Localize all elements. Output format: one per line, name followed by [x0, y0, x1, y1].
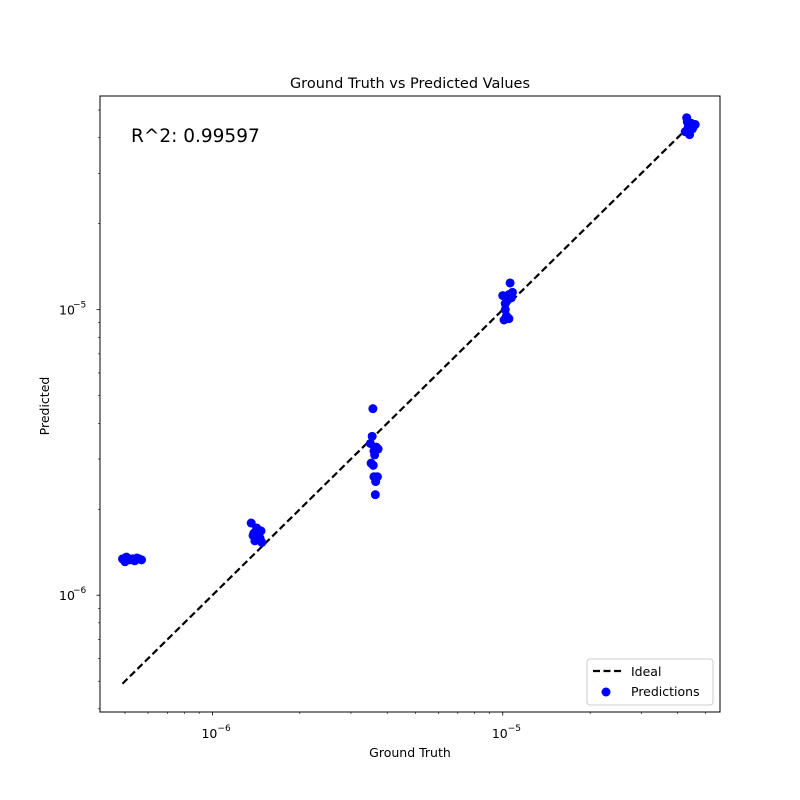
prediction-point — [504, 314, 514, 324]
prediction-point — [690, 120, 700, 130]
prediction-point — [505, 278, 515, 288]
ideal-line — [121, 122, 694, 685]
x-tick-exponent: −6 — [217, 724, 231, 734]
prediction-point — [253, 530, 263, 540]
y-tick-exponent: −5 — [73, 301, 86, 311]
x-tick-label: 10 — [201, 726, 217, 741]
r-squared-annotation: R^2: 0.99597 — [131, 126, 260, 147]
y-tick-label: 10 — [59, 588, 75, 603]
chart-title: Ground Truth vs Predicted Values — [290, 76, 530, 92]
y-tick-exponent: −6 — [73, 586, 87, 596]
prediction-point — [368, 460, 378, 470]
prediction-point — [370, 490, 380, 500]
prediction-point — [257, 537, 267, 547]
prediction-point — [367, 431, 377, 441]
y-tick-label: 10 — [59, 303, 75, 318]
prediction-point — [500, 305, 510, 315]
prediction-point — [129, 554, 139, 564]
prediction-point — [369, 446, 379, 456]
prediction-point — [121, 552, 131, 562]
legend-ideal-label: Ideal — [631, 664, 661, 679]
legend: Ideal Predictions — [586, 658, 714, 706]
x-axis-label: Ground Truth — [369, 745, 451, 760]
y-axis-label: Predicted — [37, 377, 52, 436]
x-axis-ticks: 10 −6 10 −5 — [124, 712, 707, 741]
y-axis-ticks: 10−610−5 — [59, 109, 100, 710]
legend-predictions-label: Predictions — [631, 684, 700, 699]
series-layer — [117, 113, 700, 685]
prediction-point — [682, 117, 692, 127]
legend-predictions-swatch — [601, 687, 611, 697]
x-tick-label: 10 — [492, 726, 508, 741]
prediction-point — [372, 472, 382, 482]
plot-area — [99, 95, 721, 713]
axes-frame — [99, 95, 721, 713]
x-tick-exponent: −5 — [508, 724, 521, 734]
prediction-point — [504, 289, 514, 299]
prediction-point — [137, 555, 147, 565]
prediction-point — [368, 404, 378, 414]
